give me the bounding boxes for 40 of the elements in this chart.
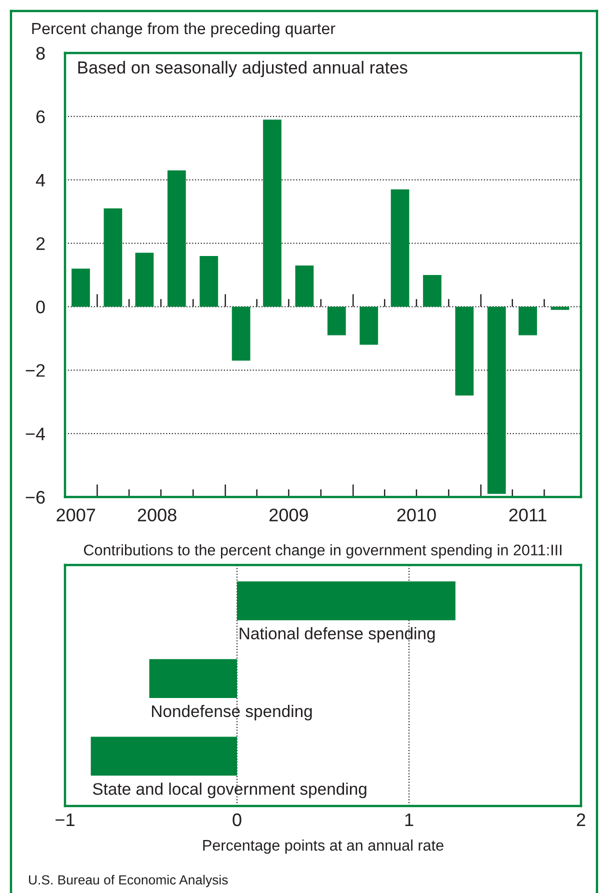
- y-tick-label: State and local government spending: [92, 782, 366, 798]
- bar: [518, 306, 537, 336]
- x-tick-label: 2009: [270, 508, 308, 522]
- bar: [327, 306, 346, 336]
- bar: [295, 265, 314, 307]
- bar: [104, 208, 122, 307]
- y-tick-label: 4: [36, 174, 46, 186]
- bar: [390, 189, 410, 307]
- x-tick-label: 2008: [138, 508, 176, 522]
- x-axis-title: Percentage points at an annual rate: [203, 840, 444, 854]
- y-tick-label: −4: [26, 428, 46, 440]
- bar: [135, 252, 154, 307]
- y-tick-label: National defense spending: [240, 627, 435, 643]
- bar: [423, 275, 442, 307]
- y-tick-label: 6: [36, 110, 45, 124]
- y-tick-label: −6: [26, 490, 45, 504]
- x-tick-label: 2011: [509, 508, 546, 522]
- y-tick-label: Nondefense spending: [152, 704, 312, 720]
- y-axis-title: Percent change from the preceding quarter: [32, 22, 336, 38]
- bar: [263, 120, 282, 307]
- bar: [167, 170, 186, 307]
- bar: [455, 306, 474, 396]
- y-tick-label: −2: [26, 364, 45, 377]
- x-tick-label: −1: [56, 814, 74, 826]
- x-tick-label: 2010: [397, 508, 436, 522]
- y-tick-label: 2: [36, 237, 45, 250]
- chart-title: Contributions to the percent change in government spending in 2011:III: [84, 544, 562, 558]
- annotation: Based on seasonally adjusted annual rates: [78, 60, 408, 78]
- bar: [200, 256, 218, 307]
- bar: [232, 306, 250, 361]
- bar: [72, 268, 90, 307]
- bar: [550, 306, 570, 310]
- x-tick-label: 2007: [56, 508, 96, 522]
- y-tick-label: 8: [36, 46, 45, 60]
- text: U.S. Bureau of Economic Analysis: [29, 874, 228, 888]
- y-tick-label: 0: [36, 300, 45, 314]
- x-tick-label: 2: [576, 813, 586, 826]
- bar: [360, 306, 378, 345]
- x-tick-label: 1: [405, 814, 414, 826]
- bar: [487, 306, 506, 494]
